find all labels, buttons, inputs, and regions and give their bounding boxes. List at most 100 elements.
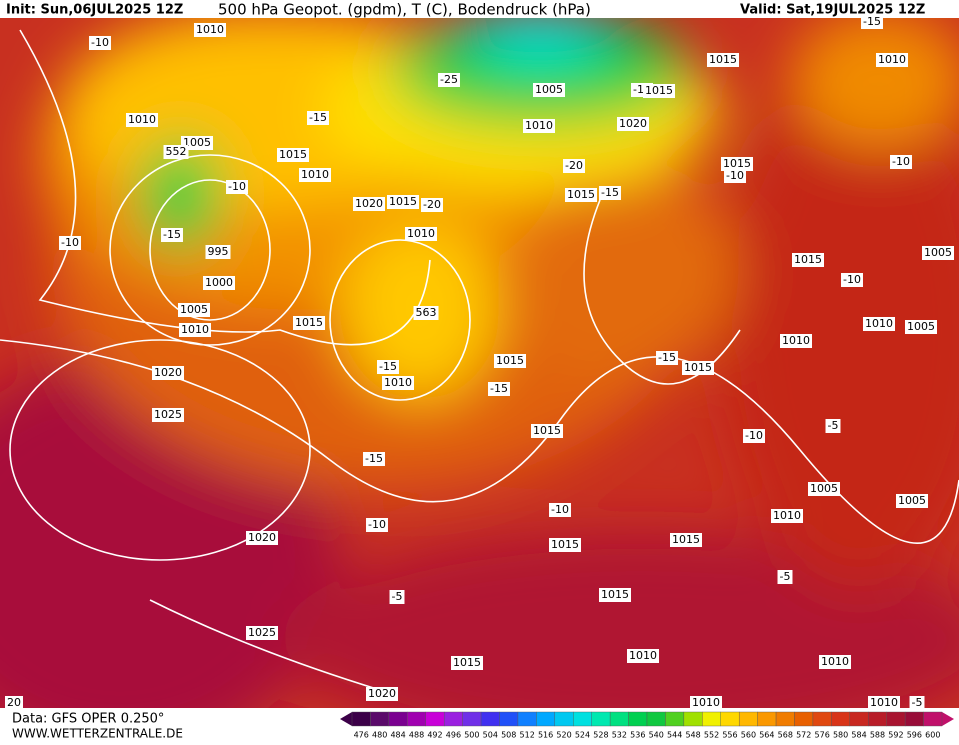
contour-label: 1020 xyxy=(368,687,396,700)
label-box xyxy=(488,382,510,396)
label-box xyxy=(808,482,840,496)
contour-label: 1015 xyxy=(533,424,561,437)
scale-label: 580 xyxy=(833,731,848,740)
scale-swatch xyxy=(591,711,611,727)
contour-label: 1020 xyxy=(355,197,383,210)
contour-label: 1005 xyxy=(180,303,208,316)
scale-swatch xyxy=(480,711,500,727)
scale-swatch xyxy=(573,711,592,727)
scale-label: 600 xyxy=(925,731,940,740)
label-box xyxy=(792,253,824,267)
label-box xyxy=(690,696,722,710)
label-box xyxy=(494,354,526,368)
contour-label: 1010 xyxy=(782,334,810,347)
scale-label: 512 xyxy=(520,731,535,740)
contour-label: 995 xyxy=(208,245,229,258)
contour-label: 1015 xyxy=(551,538,579,551)
label-box xyxy=(861,15,883,29)
label-box xyxy=(387,195,419,209)
contour-label: 1005 xyxy=(898,494,926,507)
contour-label: -15 xyxy=(863,15,881,28)
contour-label: -15 xyxy=(379,360,397,373)
label-box xyxy=(682,361,714,375)
scale-swatch xyxy=(868,711,887,727)
label-box xyxy=(707,53,739,67)
label-box xyxy=(377,360,399,374)
scale-label: 532 xyxy=(612,731,627,740)
scale-label: 564 xyxy=(759,731,774,740)
contour-label: -10 xyxy=(228,180,246,193)
label-box xyxy=(599,588,631,602)
scale-label: 556 xyxy=(722,731,737,740)
scale-swatch xyxy=(702,711,721,727)
contour-label: 1010 xyxy=(870,696,898,709)
scale-swatch xyxy=(923,711,943,727)
contour-label: -25 xyxy=(440,73,458,86)
scale-label: 548 xyxy=(685,731,700,740)
label-box xyxy=(721,157,753,171)
label-box xyxy=(293,316,325,330)
label-box xyxy=(405,227,437,241)
scale-swatch xyxy=(554,711,574,727)
scale-swatch xyxy=(720,711,740,727)
label-box xyxy=(307,111,329,125)
contour-label: -15 xyxy=(365,452,383,465)
contour-label: -15 xyxy=(490,382,508,395)
scale-swatch xyxy=(443,711,463,727)
contour-label: -5 xyxy=(392,590,403,603)
scale-swatch xyxy=(794,711,814,727)
label-box xyxy=(363,452,385,466)
contour-label: 1005 xyxy=(924,246,952,259)
init-time: Init: Sun,06JUL2025 12Z xyxy=(6,3,183,18)
contour-label: 563 xyxy=(416,306,437,319)
label-box xyxy=(194,23,226,37)
contour-label: 1015 xyxy=(279,148,307,161)
data-source: Data: GFS OPER 0.250° xyxy=(12,712,164,727)
website: WWW.WETTERZENTRALE.DE xyxy=(12,727,183,741)
contour-label: 1010 xyxy=(525,119,553,132)
contour-label: -20 xyxy=(565,159,583,172)
contour-label: 1010 xyxy=(301,168,329,181)
label-box xyxy=(863,317,895,331)
label-box xyxy=(163,145,189,159)
contour-label: 1005 xyxy=(183,136,211,149)
label-box xyxy=(563,159,585,173)
scale-label: 480 xyxy=(372,731,387,740)
contour-label: 1015 xyxy=(601,588,629,601)
contour-label: 1010 xyxy=(629,649,657,662)
scale-label: 588 xyxy=(870,731,885,740)
label-box xyxy=(5,696,23,710)
contour-label: 1010 xyxy=(865,317,893,330)
contour-label: -10 xyxy=(892,155,910,168)
scale-label: 500 xyxy=(464,731,479,740)
label-box xyxy=(451,656,483,670)
contour-label: 1015 xyxy=(709,53,737,66)
contour-label: -5 xyxy=(912,696,923,709)
scale-swatch xyxy=(665,711,685,727)
contour-label: 1010 xyxy=(181,323,209,336)
label-box xyxy=(549,503,571,517)
contour-label: 1005 xyxy=(810,482,838,495)
label-box xyxy=(277,148,309,162)
label-box xyxy=(533,83,565,97)
label-box xyxy=(868,696,900,710)
scale-swatch xyxy=(886,711,906,727)
map-field xyxy=(0,18,959,708)
scale-swatch xyxy=(646,711,666,727)
contour-label: -10 xyxy=(726,169,744,182)
contour-label: 1015 xyxy=(567,188,595,201)
label-box xyxy=(627,649,659,663)
label-box xyxy=(876,53,908,67)
label-box xyxy=(523,119,555,133)
scale-swatch xyxy=(812,711,832,727)
contour-label: 1015 xyxy=(794,253,822,266)
color-scale: 476 480 484 488 492 496 500 504 508 512 516 520 524 5… xyxy=(340,711,954,740)
contour-label: -10 xyxy=(843,273,861,286)
label-box xyxy=(89,36,111,50)
contour-label: 1015 xyxy=(645,84,673,97)
contour-label: 1010 xyxy=(773,509,801,522)
contour-label: 1010 xyxy=(196,23,224,36)
scale-swatch xyxy=(904,711,924,727)
scale-swatch xyxy=(738,711,758,727)
